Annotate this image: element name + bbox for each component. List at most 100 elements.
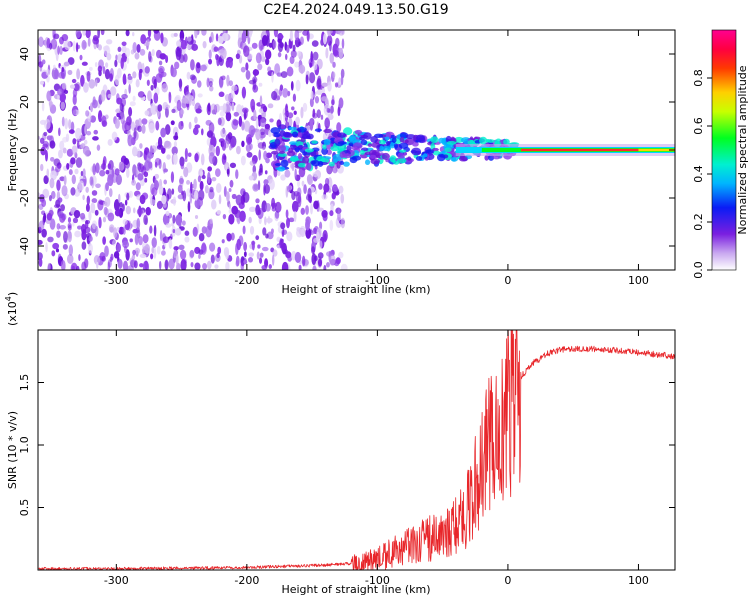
- spectrogram-noise-cell: [195, 108, 202, 114]
- spectrogram-band-cell: [385, 136, 390, 141]
- spectrogram-noise-cell: [337, 210, 341, 222]
- spectrogram-noise-cell: [115, 54, 118, 61]
- spectrogram-noise-cell: [70, 121, 75, 132]
- spectrogram-noise-cell: [243, 112, 247, 121]
- spectrogram-noise-cell: [141, 124, 146, 134]
- spectrogram-noise-cell: [277, 52, 282, 58]
- spectrogram-noise-cell: [213, 46, 219, 52]
- snr-series-line: [38, 330, 675, 570]
- spectrogram-noise-cell: [136, 148, 141, 159]
- spectrogram-band-cell: [274, 163, 282, 167]
- spectrogram-band-cell: [289, 141, 297, 146]
- spectrogram-band-cell: [370, 135, 379, 143]
- spectrogram-band-cell: [451, 156, 457, 162]
- spectrogram-noise-cell: [259, 252, 264, 258]
- spectrogram-noise-cell: [158, 185, 164, 196]
- spectrogram-noise-cell: [248, 257, 254, 263]
- spectrogram-noise-cell: [132, 71, 137, 79]
- colorbar-tick-label: 0.2: [692, 213, 705, 231]
- spectrogram-noise-cell: [102, 216, 107, 223]
- spectrogram-noise-cell: [179, 249, 187, 260]
- spectrogram-noise-cell: [165, 210, 170, 217]
- spectrogram-noise-cell: [153, 30, 160, 34]
- spectrogram-noise-cell: [206, 138, 212, 146]
- spectrogram-noise-cell: [81, 39, 87, 50]
- spectrogram-noise-cell: [226, 168, 230, 175]
- snr-x-tick-label: -300: [104, 574, 129, 587]
- spectrogram-noise-cell: [48, 194, 52, 202]
- snr-y-tick-label: 1.0: [18, 436, 31, 454]
- spectrogram-noise-cell: [229, 162, 237, 169]
- spectrogram-noise-cell: [207, 171, 211, 184]
- spectrogram-noise-cell: [151, 187, 158, 196]
- spectrogram-noise-cell: [186, 71, 191, 80]
- spectrogram-noise-cell: [302, 102, 308, 112]
- spectrogram-noise-cell: [119, 202, 123, 208]
- spectrogram-noise-cell: [331, 192, 336, 200]
- spectrogram-noise-cell: [221, 140, 227, 151]
- spectrogram-noise-cell: [171, 108, 176, 114]
- colorbar-tick-label: 0.6: [692, 117, 705, 135]
- spectrogram-noise-cell: [70, 262, 78, 270]
- spectrogram-noise-cell: [118, 161, 125, 171]
- spectrogram-noise-cell: [247, 136, 253, 144]
- spectrogram-noise-cell: [46, 90, 52, 102]
- spectrogram-noise-cell: [76, 225, 82, 230]
- spectrogram-noise-cell: [224, 101, 232, 113]
- spectrogram-noise-cell: [192, 127, 199, 136]
- spectrogram-band-cell: [411, 147, 422, 156]
- spectrogram-noise-cell: [262, 105, 268, 113]
- spectrogram-noise-cell: [224, 94, 231, 102]
- spectrogram-noise-cell: [49, 218, 56, 230]
- spectrogram-noise-cell: [173, 141, 178, 148]
- spectrogram-noise-cell: [267, 103, 274, 109]
- spectrogram-noise-cell: [240, 262, 245, 270]
- spectrogram-noise-cell: [50, 156, 55, 162]
- spectrogram-noise-cell: [184, 94, 191, 105]
- spectrogram-noise-cell: [281, 229, 288, 235]
- spectrogram-noise-cell: [294, 168, 297, 181]
- spectrogram-noise-cell: [273, 30, 279, 38]
- spectrogram-noise-cell: [144, 243, 151, 255]
- spectrogram-noise-cell: [313, 62, 318, 71]
- spectrogram-noise-cell: [241, 140, 245, 148]
- spectrogram-noise-cell: [338, 77, 342, 86]
- spectrogram-noise-cell: [240, 155, 246, 166]
- spectrogram-noise-cell: [300, 106, 304, 119]
- spectrogram-noise-cell: [157, 136, 163, 149]
- spectrogram-noise-cell: [103, 206, 108, 216]
- spectrogram-noise-cell: [110, 86, 117, 96]
- spectrogram-band-cell: [379, 145, 384, 152]
- spectrogram-noise-cell: [59, 176, 66, 182]
- spectrogram-noise-cell: [85, 219, 91, 225]
- spectrogram-noise-cell: [171, 188, 175, 195]
- spectrogram-noise-cell: [144, 177, 148, 183]
- spectrogram-y-ticks: -40 -20 0 20 40: [18, 47, 675, 255]
- snr-x-tick-label: -200: [234, 574, 259, 587]
- spectrogram-noise-cell: [225, 250, 229, 260]
- spectrogram-noise-cell: [287, 252, 293, 262]
- spectrogram-noise-cell: [97, 110, 103, 123]
- spectrogram-noise-cell: [64, 40, 71, 51]
- spectrogram-noise-cell: [201, 174, 206, 180]
- spectrogram-noise-cell: [194, 214, 199, 220]
- colorbar-tick-label: 0.4: [692, 165, 705, 183]
- colorbar-tick-label: 0.0: [692, 261, 705, 279]
- spectrogram-noise-cell: [232, 119, 239, 126]
- spectrogram-band-cell: [399, 136, 405, 143]
- spectrogram-noise-cell: [179, 177, 184, 185]
- spectrogram-noise-cell: [329, 219, 334, 231]
- spectrogram-y-tick-label: -20: [18, 189, 31, 207]
- spectrogram-noise-cell: [137, 163, 145, 173]
- spectrogram-y-tick-label: 0: [18, 147, 31, 154]
- spectrogram-noise-cell: [92, 34, 99, 42]
- spectrogram-band-cell: [328, 161, 335, 167]
- spectrogram-noise-cell: [199, 180, 204, 191]
- spectrogram-noise-cell: [264, 170, 268, 175]
- spectrogram-noise-cell: [294, 251, 302, 264]
- spectrogram-noise-cell: [123, 245, 128, 253]
- spectrogram-noise-cell: [317, 258, 323, 267]
- spectrogram-noise-cell: [257, 209, 262, 215]
- spectrogram-band-cell: [311, 140, 318, 144]
